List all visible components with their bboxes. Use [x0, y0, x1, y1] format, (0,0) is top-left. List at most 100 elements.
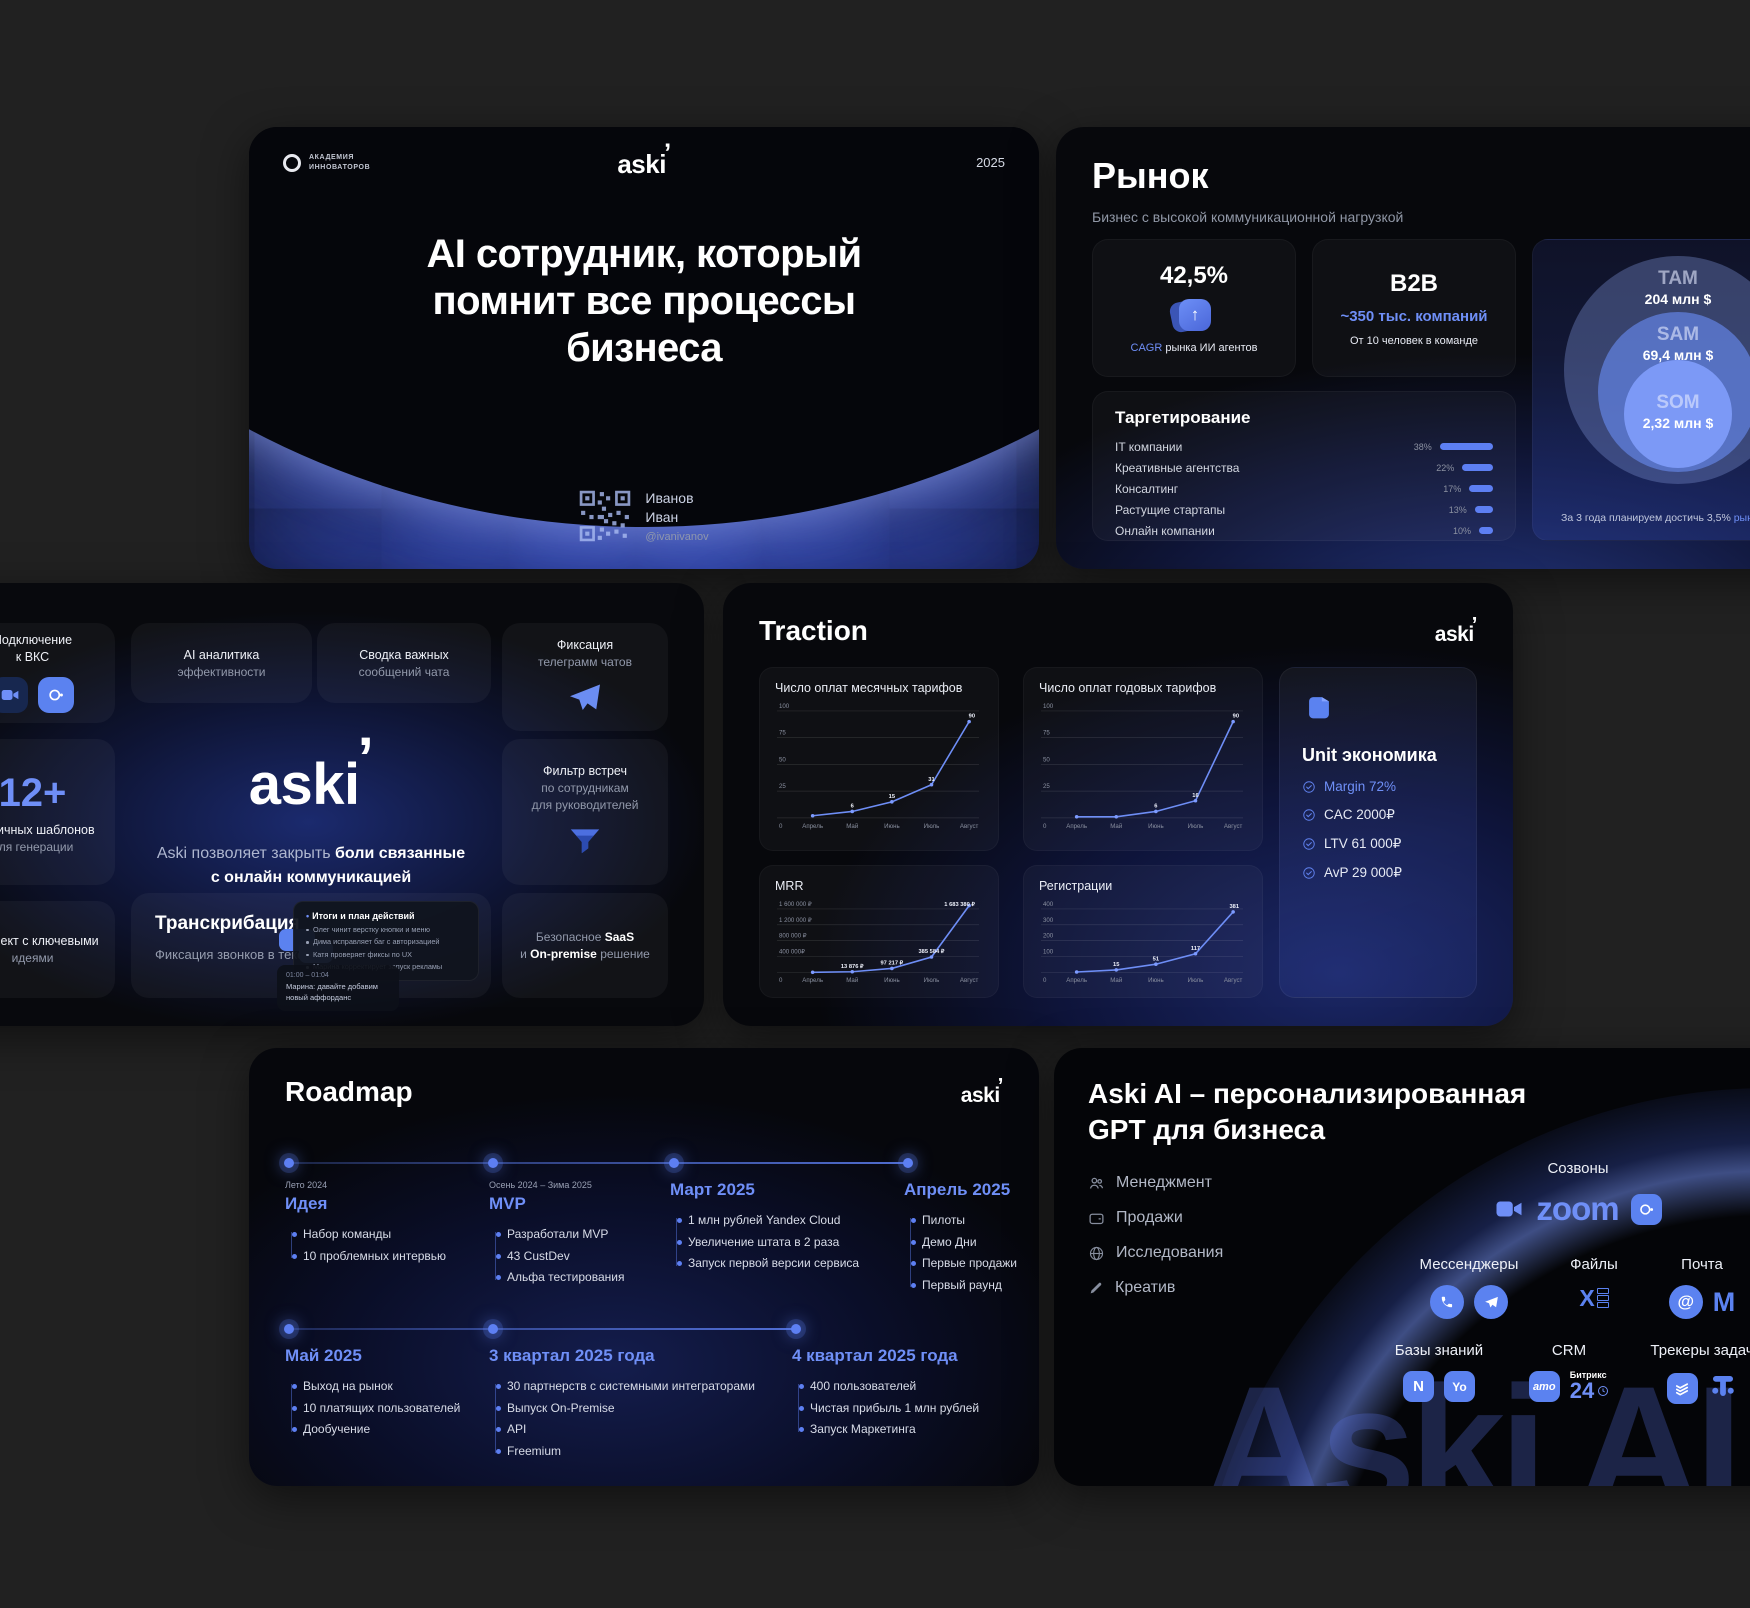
feature-card-transcription: Транскрибация Фиксация звонков в тексте …	[131, 893, 491, 1011]
cagr-value: 42,5%	[1159, 262, 1229, 289]
svg-text:Апрель: Апрель	[802, 823, 823, 830]
targeting-card: Таргетирование IT компании 38% Креативны…	[1092, 391, 1516, 541]
svg-text:13 876 ₽: 13 876 ₽	[841, 963, 864, 970]
group-files: Файлы X	[1570, 1256, 1618, 1311]
chart-yearly-payments: Число оплат годовых тарифов 100 75 50 25 0 Ап…	[1023, 667, 1263, 851]
svg-text:Август: Август	[1224, 823, 1243, 830]
whatsapp-icon	[1430, 1285, 1464, 1319]
svg-text:Август: Август	[1224, 977, 1243, 984]
milestone-march-2025: Март 2025 1 млн рублей Yandex Cloud Увел…	[670, 1180, 880, 1275]
svg-text:15: 15	[1113, 962, 1120, 968]
svg-text:1 683 380 ₽: 1 683 380 ₽	[944, 901, 975, 908]
deck-title: AI сотрудник, который помнит все процесс…	[249, 231, 1039, 371]
features-tagline: Aski позволяет закрыть боли связанные с …	[156, 845, 466, 886]
author-handle: @ivanivanov	[645, 531, 709, 543]
b2b-companies: ~350 тыс. компаний	[1340, 307, 1488, 325]
svg-text:Август: Август	[960, 823, 979, 830]
svg-text:1 600 000 ₽: 1 600 000 ₽	[779, 901, 812, 908]
gmail-icon: M	[1712, 1286, 1736, 1317]
unit-metric: CAC 2000₽	[1302, 807, 1454, 823]
slide-traction: Traction aski’ Число оплат месячных тари…	[723, 583, 1513, 1026]
targeting-bar	[1479, 527, 1493, 534]
partner-name-line1: АКАДЕМИЯ	[309, 154, 354, 161]
clock-icon	[1598, 1386, 1609, 1396]
bitrix24-icon: Битрикс 24	[1570, 1371, 1609, 1402]
unit-economics-title: Unit экономика	[1302, 745, 1437, 765]
svg-text:0: 0	[779, 977, 783, 984]
camera-app-icon	[1630, 1193, 1662, 1225]
chart-mrr: MRR 1 600 000 ₽1 200 000 ₽800 000 ₽400 0…	[759, 865, 999, 998]
group-calls: Созвоны zoom	[1468, 1160, 1688, 1228]
roadmap-title: Roadmap	[285, 1076, 413, 1107]
feature-card-vks: Подключение к ВКС	[0, 623, 115, 723]
group-mail: Почта @ M	[1652, 1256, 1750, 1319]
svg-text:Июнь: Июнь	[1148, 823, 1164, 830]
feature-card-filter: Фильтр встреч по сотрудникам для руковод…	[502, 739, 668, 885]
academy-logo-icon	[283, 153, 301, 172]
deck-title-line2: помнит все процессы	[432, 278, 857, 323]
svg-text:117: 117	[1191, 946, 1200, 952]
telegram-icon	[1474, 1285, 1508, 1319]
svg-text:800 000 ₽: 800 000 ₽	[779, 933, 807, 940]
timeline-dot	[669, 1158, 679, 1168]
deck-title-line3: бизнеса	[566, 325, 722, 370]
svg-text:300: 300	[1043, 917, 1054, 924]
targeting-row: Консалтинг 17%	[1115, 478, 1493, 499]
timeline-row1	[289, 1162, 909, 1164]
feature-card-digest: Сводка важных сообщений чата	[317, 623, 491, 703]
svg-text:0: 0	[1043, 977, 1047, 984]
product-areas: Менеджмент Продажи Исследования Креатив	[1088, 1174, 1223, 1314]
milestone-q4-2025: 4 квартал 2025 года 400 пользователей Чи…	[792, 1346, 1017, 1441]
notion-icon: N	[1403, 1371, 1434, 1402]
line-chart: 1 600 000 ₽ 1 200 000 ₽ 800 000 ₽ 400 000₽ 0…	[775, 900, 983, 987]
unit-metric: LTV 61 000₽	[1302, 836, 1454, 852]
amocrm-icon: amo	[1528, 1371, 1560, 1402]
svg-text:0: 0	[1043, 823, 1047, 830]
timeline-dot	[284, 1158, 294, 1168]
group-messengers: Мессенджеры	[1384, 1256, 1554, 1319]
line-chart: 100 75 50 25 0 Апрель Май Июнь Июль Август 6 16 90	[1039, 702, 1247, 833]
qr-code	[580, 490, 631, 542]
svg-text:Апрель: Апрель	[1066, 977, 1087, 984]
targeting-bar	[1469, 485, 1493, 492]
svg-text:50: 50	[1043, 756, 1050, 763]
svg-text:6: 6	[1154, 803, 1157, 809]
svg-text:Июнь: Июнь	[1148, 977, 1164, 984]
milestone-idea: Лето 2024 Идея Набор команды 10 проблемн…	[285, 1180, 480, 1267]
pen-icon	[1090, 1282, 1102, 1294]
svg-text:31: 31	[928, 777, 935, 783]
slide-market: Рынок Бизнес с высокой коммуникационной …	[1056, 127, 1750, 569]
svg-text:Июль: Июль	[1188, 823, 1204, 830]
line-chart: 400 300 200 100 0 Апрель Май Июнь Июль Август 15 51…	[1039, 900, 1247, 987]
funnel-icon	[570, 828, 600, 853]
tam-value: 204 млн $	[1644, 291, 1712, 307]
b2b-team-size: От 10 человек в команде	[1349, 334, 1479, 347]
som-value: 2,32 млн $	[1642, 415, 1714, 431]
area-creative: Креатив	[1088, 1279, 1223, 1297]
svg-text:381: 381	[1229, 904, 1239, 910]
telegram-icon	[570, 684, 600, 710]
targeting-title: Таргетирование	[1115, 408, 1251, 427]
timeline-dot	[791, 1324, 801, 1334]
area-sales: Продажи	[1088, 1209, 1223, 1227]
milestone-mvp: Осень 2024 – Зима 2025 MVP Разработали M…	[489, 1180, 684, 1289]
svg-text:Май: Май	[846, 977, 858, 984]
svg-text:Май: Май	[1110, 823, 1122, 830]
unit-metric: AvP 29 000₽	[1302, 865, 1454, 881]
sam-value: 69,4 млн $	[1642, 347, 1714, 363]
aski-logo: aski’	[960, 1074, 1004, 1107]
stat-card-cagr: 42,5% ↑ CAGR рынка ИИ агентов	[1092, 239, 1296, 377]
targeting-bar	[1462, 464, 1493, 471]
yandex-wiki-icon: Yo	[1444, 1371, 1475, 1402]
todoist-icon	[1666, 1373, 1698, 1404]
timeline-dot	[488, 1324, 498, 1334]
svg-text:50: 50	[779, 756, 786, 763]
market-footnote: За 3 года планируем достичь 3,5% рынка	[1561, 512, 1750, 524]
svg-text:Июль: Июль	[924, 823, 940, 830]
svg-text:25: 25	[779, 783, 786, 790]
unit-economics-card: Unit экономика Margin 72% CAC 2000₽ LTV …	[1279, 667, 1477, 998]
svg-text:Апрель: Апрель	[1066, 823, 1087, 830]
camera-app-icon	[37, 677, 74, 713]
timeline-dot	[903, 1158, 913, 1168]
aski-logo: aski’	[1434, 613, 1478, 646]
